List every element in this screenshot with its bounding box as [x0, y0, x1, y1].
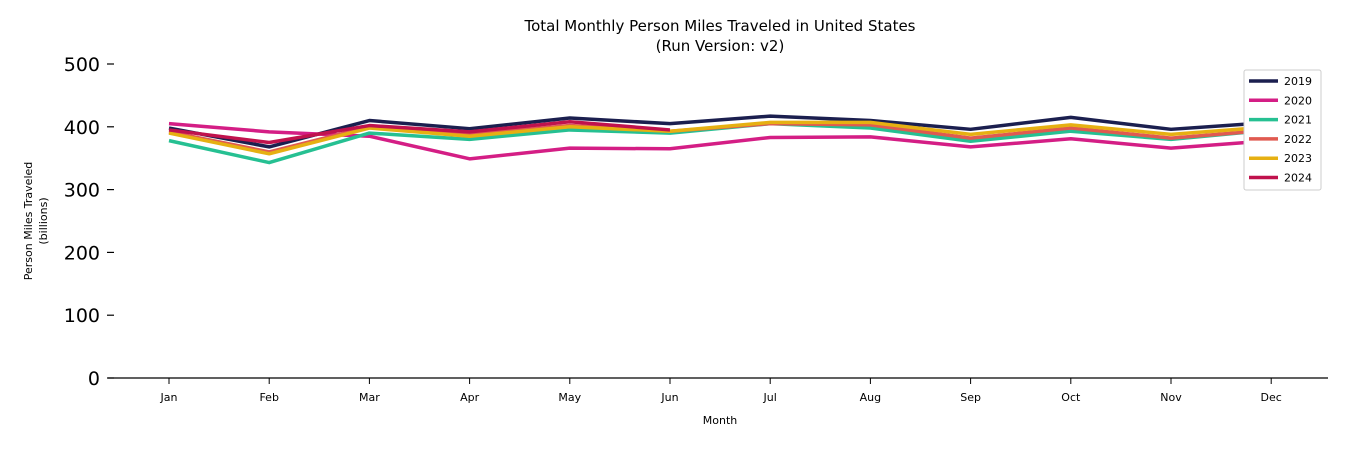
- x-axis-label: Month: [703, 414, 738, 427]
- y-axis-label-units: (billions): [37, 197, 50, 244]
- legend: 2019 2020 2021 2022 2023 2024: [1243, 69, 1322, 191]
- y-tick-label: 400: [64, 117, 100, 139]
- legend-label-2024: 2024: [1284, 172, 1312, 185]
- x-tick-label: Nov: [1160, 391, 1182, 404]
- x-tick-label: Aug: [860, 391, 881, 404]
- series-line-2023: [168, 120, 1272, 156]
- x-tick-label: Jun: [660, 391, 678, 404]
- y-tick-label: 300: [64, 180, 100, 202]
- legend-label-2023: 2023: [1284, 152, 1312, 165]
- x-tick-label: Apr: [460, 391, 480, 404]
- x-tick-label: Dec: [1261, 391, 1282, 404]
- y-axis-label: Person Miles Traveled: [22, 162, 35, 281]
- series-line-2019: [168, 114, 1272, 149]
- x-tick-label: Sep: [960, 391, 981, 404]
- x-tick-label: Jan: [160, 391, 178, 404]
- legend-label-2021: 2021: [1284, 114, 1312, 127]
- y-tick-label: 200: [64, 242, 100, 264]
- x-tick-label: Oct: [1061, 391, 1081, 404]
- legend-label-2020: 2020: [1284, 94, 1312, 107]
- chart-title: Total Monthly Person Miles Traveled in U…: [523, 17, 915, 35]
- series-line-2024: [168, 120, 671, 145]
- y-tick-label: 500: [64, 54, 100, 76]
- x-tick-label: May: [558, 391, 581, 404]
- x-tick-label: Jul: [763, 391, 777, 404]
- y-tick-label: 0: [88, 368, 100, 390]
- legend-label-2022: 2022: [1284, 133, 1312, 146]
- x-tick-label: Mar: [359, 391, 380, 404]
- y-tick-label: 100: [64, 305, 100, 327]
- chart-subtitle: (Run Version: v2): [656, 37, 785, 55]
- series-line-2020: [168, 121, 1272, 161]
- x-tick-label: Feb: [259, 391, 278, 404]
- legend-label-2019: 2019: [1284, 75, 1312, 88]
